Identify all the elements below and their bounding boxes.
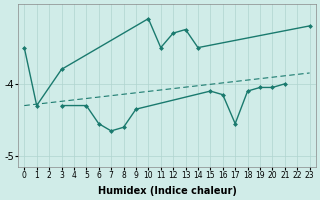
X-axis label: Humidex (Indice chaleur): Humidex (Indice chaleur) — [98, 186, 236, 196]
